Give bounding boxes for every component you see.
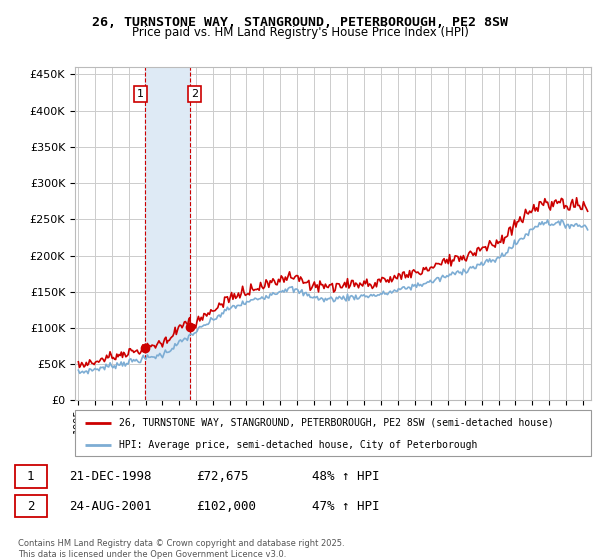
Text: 24-AUG-2001: 24-AUG-2001 [70, 500, 152, 513]
Text: 1: 1 [137, 89, 144, 99]
Text: 26, TURNSTONE WAY, STANGROUND, PETERBOROUGH, PE2 8SW: 26, TURNSTONE WAY, STANGROUND, PETERBORO… [92, 16, 508, 29]
Text: 48% ↑ HPI: 48% ↑ HPI [311, 470, 379, 483]
Bar [15, 495, 47, 517]
Text: 1: 1 [27, 470, 34, 483]
Bar [145, 67, 190, 400]
Text: 21-DEC-1998: 21-DEC-1998 [70, 470, 152, 483]
Text: 2: 2 [27, 500, 34, 513]
Text: 26, TURNSTONE WAY, STANGROUND, PETERBOROUGH, PE2 8SW (semi-detached house): 26, TURNSTONE WAY, STANGROUND, PETERBORO… [119, 418, 554, 428]
Text: Price paid vs. HM Land Registry's House Price Index (HPI): Price paid vs. HM Land Registry's House … [131, 26, 469, 39]
Text: HPI: Average price, semi-detached house, City of Peterborough: HPI: Average price, semi-detached house,… [119, 440, 477, 450]
Text: Contains HM Land Registry data © Crown copyright and database right 2025.
This d: Contains HM Land Registry data © Crown c… [18, 539, 344, 559]
Bar [15, 465, 47, 488]
Text: 47% ↑ HPI: 47% ↑ HPI [311, 500, 379, 513]
Text: 2: 2 [191, 89, 198, 99]
Text: £102,000: £102,000 [196, 500, 256, 513]
Text: £72,675: £72,675 [196, 470, 249, 483]
